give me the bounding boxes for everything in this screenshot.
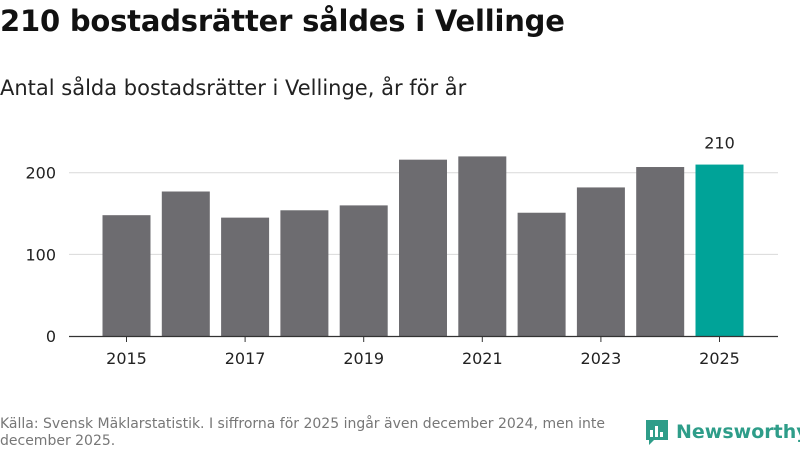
bar-2018 — [280, 210, 329, 336]
bar-chart-logo-icon — [646, 420, 668, 445]
logo-text: Newsworthy — [676, 421, 800, 443]
newsworthy-logo: Newsworthy — [644, 418, 800, 446]
x-tick-label-2021: 2021 — [462, 349, 503, 368]
x-tick-label-2025: 2025 — [699, 349, 740, 368]
x-tick-label-2017: 2017 — [225, 349, 266, 368]
chart-title: 210 bostadsrätter såldes i Vellinge — [0, 4, 565, 38]
y-tick-label-100: 100 — [25, 245, 56, 264]
bar-2021 — [458, 156, 507, 336]
bar-2016 — [161, 191, 210, 336]
bar-2024 — [636, 167, 685, 336]
bar-2017 — [221, 217, 270, 336]
x-tick-label-2015: 2015 — [106, 349, 147, 368]
source-note: Källa: Svensk Mäklarstatistik. I siffror… — [0, 416, 605, 449]
bar-2015 — [102, 215, 151, 336]
bar-2019 — [339, 205, 388, 336]
y-tick-label-200: 200 — [25, 164, 56, 183]
data-label-2025: 210 — [704, 134, 735, 153]
bar-2022 — [517, 212, 566, 336]
bar-2023 — [576, 187, 625, 336]
y-tick-label-0: 0 — [46, 327, 56, 346]
bar-2025 — [695, 164, 744, 336]
bar-2020 — [399, 159, 447, 336]
x-tick-label-2023: 2023 — [581, 349, 622, 368]
x-tick-label-2019: 2019 — [343, 349, 384, 368]
bar-chart: 0 100 200 210 2015 2017 2019 2021 2023 2025 — [25, 134, 778, 368]
chart-subtitle: Antal sålda bostadsrätter i Vellinge, år… — [0, 76, 467, 100]
